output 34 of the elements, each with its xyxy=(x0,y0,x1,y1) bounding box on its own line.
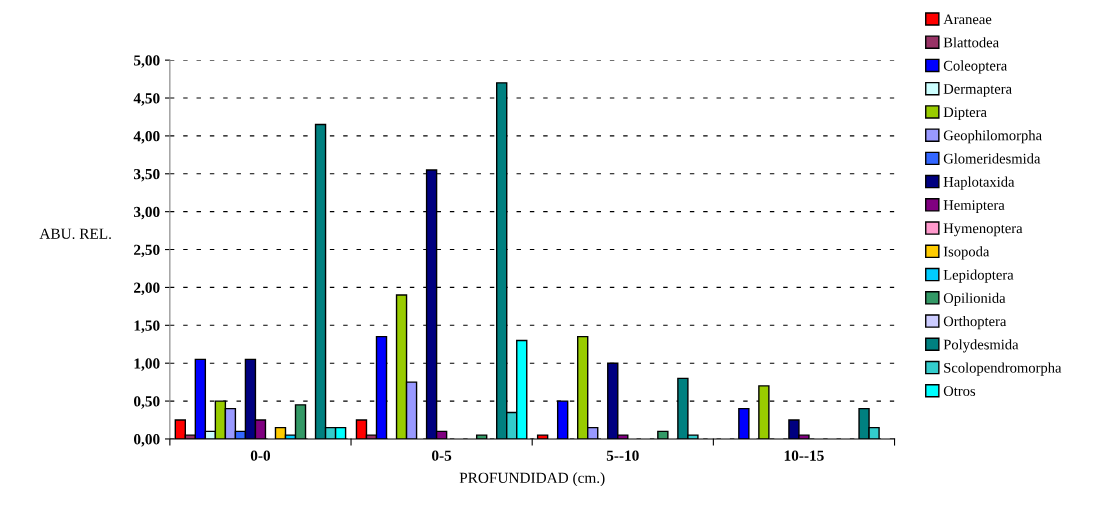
legend-label: Hemiptera xyxy=(943,200,1005,213)
y-tick-label: 4,00 xyxy=(133,131,160,144)
x-tick-label: 0-5 xyxy=(432,450,452,461)
x-tick-label: 10--15 xyxy=(784,450,824,461)
legend-label: Glomeridesmida xyxy=(943,153,1041,164)
legend-label: Coleoptera xyxy=(943,60,1008,74)
legend-label: Geophilomorpha xyxy=(943,130,1042,144)
legend-label: Isopoda xyxy=(943,246,990,260)
legend-label: Haplotaxida xyxy=(943,176,1015,190)
y-tick-label: 1,00 xyxy=(134,358,160,371)
y-tick-label: 0,00 xyxy=(133,434,160,447)
x-axis-title: PROFUNDIDAD (cm.) xyxy=(459,472,605,487)
legend-label: Opilionida xyxy=(943,292,1006,306)
y-tick-label: 4,50 xyxy=(133,93,160,106)
y-tick-label: 2,00 xyxy=(134,282,160,296)
legend-label: Lepidoptera xyxy=(943,269,1014,283)
legend-label: Araneae xyxy=(943,14,992,25)
legend-label: Scolopendromorpha xyxy=(944,362,1062,376)
y-tick-label: 1,50 xyxy=(134,320,160,333)
x-tick-label: 0-0 xyxy=(250,450,271,461)
x-tick-label: 5--10 xyxy=(606,450,639,461)
legend-label: Diptera xyxy=(943,107,987,121)
legend-label: Hymenoptera xyxy=(943,223,1023,237)
legend-label: Orthoptera xyxy=(943,315,1007,330)
y-tick-label: 2,50 xyxy=(134,244,160,258)
y-axis-title: ABU. REL. xyxy=(39,228,111,239)
legend-label: Blattodea xyxy=(943,37,999,48)
legend-label: Polydesmida xyxy=(943,339,1019,353)
y-tick-label: 3,50 xyxy=(133,168,160,182)
legend-label: Dermaptera xyxy=(943,84,1012,97)
legend-label: Otros xyxy=(943,386,976,396)
y-tick-label: 5,00 xyxy=(134,55,160,68)
y-tick-label: 0,50 xyxy=(133,396,160,409)
y-tick-label: 3,00 xyxy=(133,206,160,220)
